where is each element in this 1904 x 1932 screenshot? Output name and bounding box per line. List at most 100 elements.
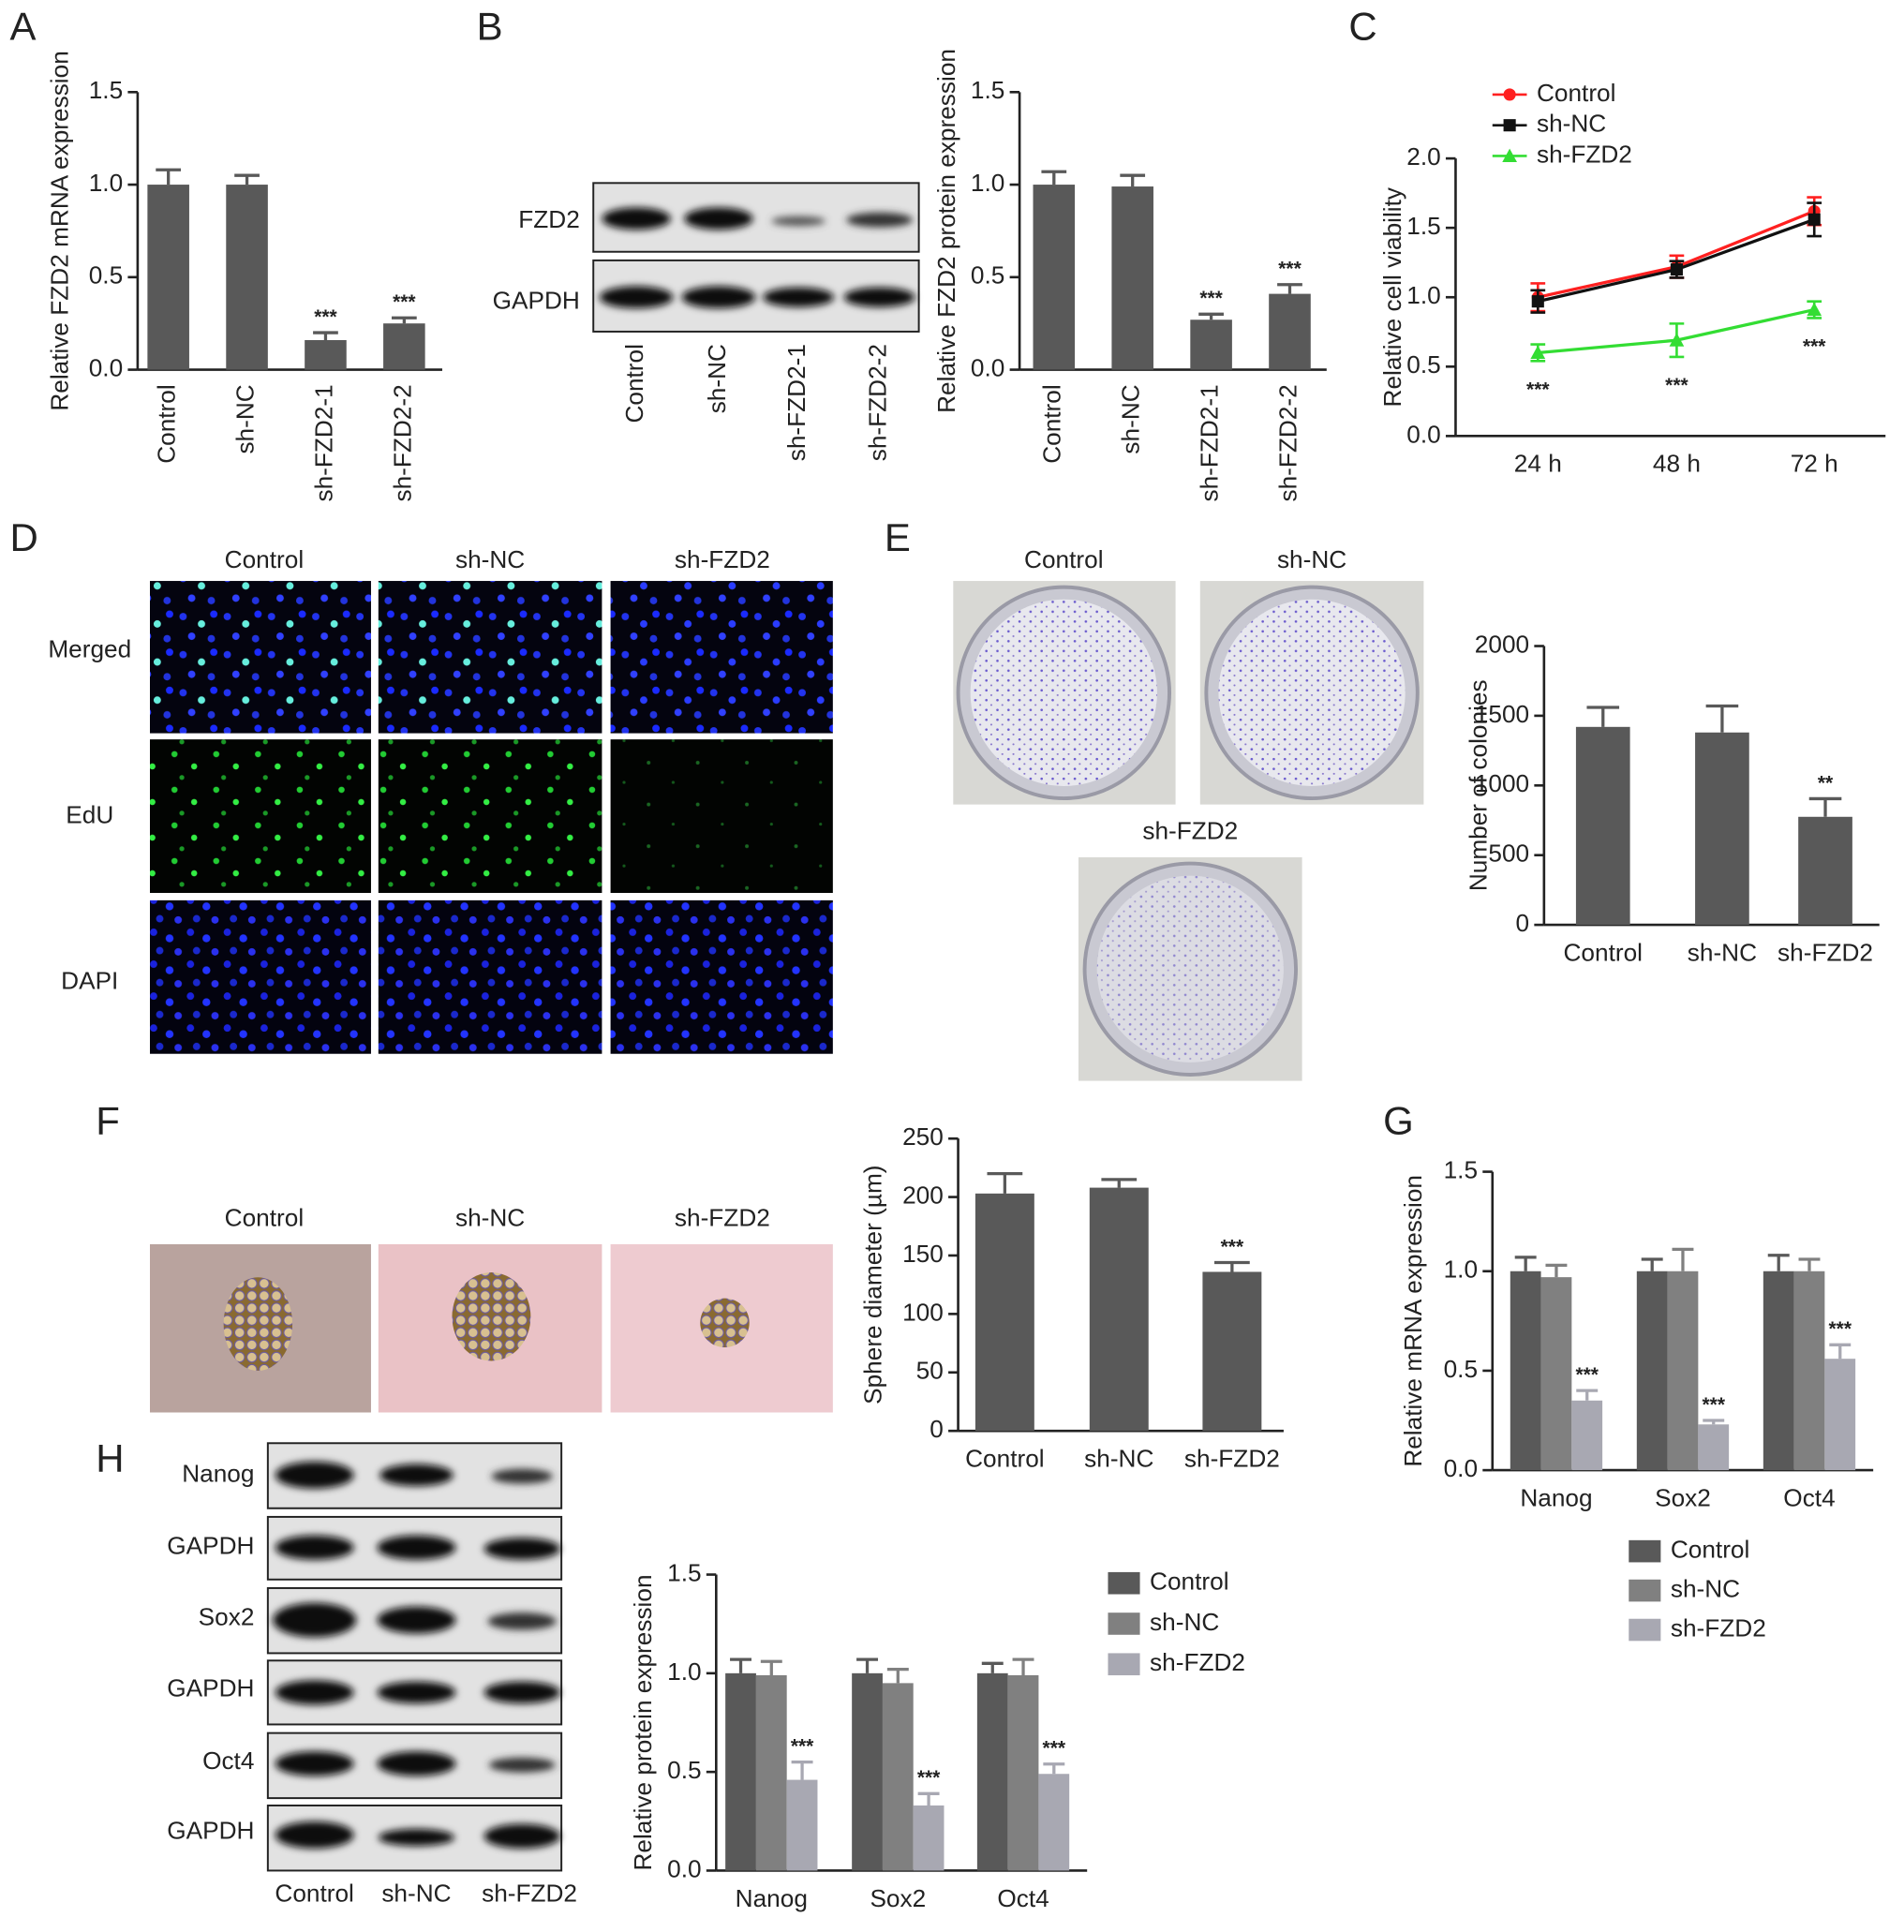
panel-labels: A B C D E F G H: [10, 5, 1414, 1480]
y-tick-label: 0.5: [1406, 350, 1440, 379]
panel-label: E: [885, 515, 911, 559]
blot-row-label: GAPDH: [167, 1674, 254, 1702]
bar: [1667, 1271, 1699, 1471]
y-tick-label: 2000: [1475, 630, 1529, 658]
sphere: [223, 1277, 293, 1371]
y-tick-label: 1000: [1475, 769, 1529, 797]
x-tick-label: sh-FZD2: [1778, 938, 1873, 966]
error-bar: [1120, 173, 1146, 187]
y-tick-label: 1.5: [971, 76, 1004, 104]
legend-label: sh-NC: [1537, 110, 1606, 138]
bar: [1793, 1271, 1825, 1471]
fluorescence-image: [610, 581, 833, 734]
bar: [725, 1672, 756, 1871]
bar: [1269, 293, 1311, 370]
image-label: sh-NC: [1277, 545, 1346, 573]
significance: ***: [1043, 1738, 1066, 1760]
y-tick-label: 1.5: [89, 76, 123, 104]
panel-label: B: [477, 5, 503, 49]
legend-swatch: [1108, 1653, 1140, 1676]
band: [377, 1681, 456, 1704]
fluorescence-image: [378, 739, 602, 894]
blot-b: FZD2 GAPDH Control sh-NC sh-FZD2-1 sh-FZ…: [493, 182, 920, 461]
y-tick-label: 0.0: [1444, 1454, 1478, 1482]
error-bar: [1576, 1389, 1599, 1401]
significance: ***: [1803, 335, 1826, 357]
x-tick-label: Nanog: [1520, 1483, 1592, 1511]
legend-label: sh-NC: [1671, 1574, 1740, 1602]
bar: [1695, 732, 1749, 926]
legend-swatch: [1108, 1612, 1140, 1635]
y-tick-label: 150: [902, 1240, 944, 1268]
image-label: sh-FZD2: [1142, 817, 1238, 845]
blot-row-label: GAPDH: [167, 1817, 254, 1845]
y-tick-label: 50: [916, 1357, 944, 1385]
error-bar: [981, 1661, 1004, 1673]
significance: ***: [791, 1735, 814, 1757]
x-tick-label: Control: [153, 384, 181, 463]
series-line: [1537, 209, 1815, 299]
significance: ***: [1526, 379, 1550, 400]
y-tick-label: 1.0: [1444, 1256, 1478, 1284]
error-bar: [234, 173, 260, 186]
x-tick-label: sh-NC: [1084, 1445, 1153, 1473]
x-tick-label: sh-FZD2-2: [1273, 384, 1302, 501]
fluorescence-image: [610, 899, 833, 1054]
chart: 0.0 0.5 1.0 1.5 Relative FZD2 mRNA expressio…: [46, 51, 442, 502]
bar: [226, 185, 268, 370]
band: [273, 1602, 357, 1638]
bar: [1111, 186, 1153, 370]
x-tick-label: Control: [1564, 938, 1643, 966]
fluorescence-image: [150, 739, 371, 894]
chart: 0.0 0.5 1.0 1.5 Relative mRNA expression Nano…: [1399, 1155, 1874, 1642]
band: [483, 1538, 560, 1560]
significance: ***: [1278, 259, 1302, 280]
band: [843, 287, 915, 307]
bar: [1202, 1271, 1262, 1432]
x-tick-label: 48 h: [1653, 450, 1701, 478]
band: [684, 207, 753, 230]
bar: [974, 1193, 1034, 1432]
panel-label: D: [10, 515, 38, 559]
colonies: [1096, 875, 1284, 1063]
legend-label: sh-FZD2: [1537, 140, 1632, 168]
legend-label: Control: [1671, 1536, 1749, 1564]
error-bar: [856, 1657, 879, 1673]
x-tick-label: sh-FZD2-1: [309, 384, 337, 501]
band: [681, 286, 756, 309]
error-bar: [1703, 1419, 1725, 1425]
bar: [1007, 1674, 1039, 1871]
x-tick-label: Control: [1038, 384, 1066, 463]
band: [275, 1821, 354, 1849]
band: [377, 1535, 456, 1560]
y-tick-label: 0: [930, 1415, 944, 1443]
x-tick-label: sh-NC: [1688, 938, 1757, 966]
bar: [1190, 320, 1232, 370]
error-bar: [1586, 706, 1620, 727]
legend-swatch: [1108, 1571, 1140, 1595]
y-tick-label: 2.0: [1406, 142, 1440, 171]
band: [377, 1606, 456, 1634]
bar: [1571, 1400, 1603, 1471]
x-tick-label: sh-NC: [231, 384, 259, 453]
y-tick-label: 1.0: [1406, 281, 1440, 309]
bar: [852, 1672, 883, 1871]
y-axis-title: Sphere diameter (µm): [858, 1165, 886, 1404]
error-bar: [1808, 796, 1842, 817]
images-d: Control sh-NC sh-FZD2 Merged EdU DAPI: [48, 545, 833, 1054]
x-tick-label: 72 h: [1791, 450, 1838, 478]
band: [491, 1468, 553, 1484]
error-bar: [1041, 170, 1067, 186]
band: [275, 1751, 354, 1776]
significance: ***: [1829, 1318, 1852, 1340]
panel-label: C: [1348, 5, 1376, 49]
error-bar: [917, 1791, 940, 1806]
x-tick-label: sh-NC: [1117, 384, 1145, 453]
image-row-label: Merged: [48, 635, 131, 663]
image-row-label: DAPI: [61, 967, 118, 995]
error-bar: [730, 1657, 752, 1673]
sphere: [452, 1272, 531, 1361]
blot-row-label: GAPDH: [167, 1532, 254, 1560]
error-bar: [1672, 1247, 1694, 1271]
